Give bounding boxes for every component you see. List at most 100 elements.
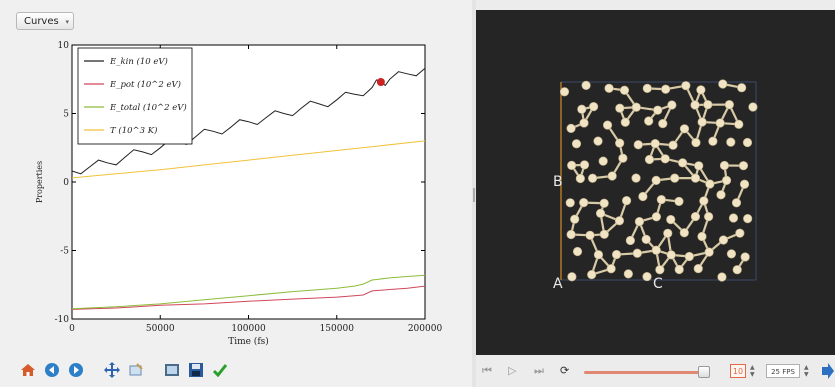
- atom: [631, 173, 641, 183]
- atom: [666, 250, 676, 260]
- atomic-structure-3d-view[interactable]: A B C: [476, 10, 835, 355]
- plot-toolbar: [18, 358, 230, 382]
- atom: [589, 102, 599, 112]
- atom: [614, 216, 625, 226]
- atom: [579, 160, 590, 170]
- atom: [690, 211, 701, 222]
- atom: [631, 102, 641, 112]
- curves-dropdown-label: Curves: [24, 16, 59, 27]
- atom: [602, 120, 613, 130]
- atom: [717, 272, 727, 282]
- frame-slider-thumb[interactable]: [698, 366, 710, 378]
- atom: [567, 160, 577, 170]
- atom: [716, 190, 726, 200]
- atom: [632, 248, 642, 258]
- atom: [734, 119, 744, 129]
- atom: [651, 212, 661, 222]
- atom: [593, 250, 604, 260]
- atom: [670, 173, 680, 183]
- go-arrow-icon[interactable]: [821, 362, 835, 380]
- y-tick-label: -5: [60, 247, 69, 257]
- skip-to-start-icon[interactable]: ⏮: [482, 364, 492, 377]
- play-icon[interactable]: ▷: [508, 364, 517, 377]
- pan-icon[interactable]: [102, 360, 122, 380]
- atom: [615, 138, 625, 148]
- legend-label-1: E_pot (10^2 eV): [109, 79, 181, 90]
- series-line-3: [71, 140, 426, 179]
- atom: [715, 118, 725, 128]
- atom: [604, 83, 614, 93]
- x-tick-label: 200000: [408, 324, 443, 334]
- y-tick-label: -10: [55, 315, 70, 325]
- atom: [623, 269, 633, 279]
- atom: [565, 198, 575, 208]
- atom: [696, 85, 706, 95]
- atom: [708, 136, 718, 146]
- atom: [661, 84, 671, 94]
- properties-chart[interactable]: 0 50000 100000 150000 200000 -10 -5 0 5 10 Time (f…: [0, 36, 472, 358]
- series-line-2: [71, 274, 426, 310]
- structure-viewer[interactable]: A B C: [476, 10, 835, 355]
- atom: [684, 251, 694, 262]
- atom: [697, 117, 707, 127]
- forward-icon[interactable]: [66, 360, 86, 380]
- legend-label-2: E_total (10^2 eV): [109, 102, 187, 113]
- atom: [726, 249, 737, 259]
- apply-icon[interactable]: [210, 360, 230, 380]
- cell-axis-label-b: B: [553, 174, 563, 190]
- curves-dropdown[interactable]: Curves ▾: [16, 12, 74, 30]
- save-icon[interactable]: [186, 360, 206, 380]
- atom: [704, 212, 714, 222]
- atom: [559, 87, 570, 97]
- atom: [620, 117, 630, 127]
- series-line-0: [71, 67, 426, 175]
- atom: [693, 263, 703, 274]
- frame-spin-arrows-icon[interactable]: ▲ ▼: [750, 364, 755, 378]
- configure-icon[interactable]: [162, 360, 182, 380]
- atom: [611, 249, 622, 260]
- atom: [581, 80, 591, 90]
- atom: [575, 173, 585, 184]
- home-icon[interactable]: [18, 360, 38, 380]
- skip-to-end-icon[interactable]: ⏭: [534, 364, 544, 377]
- x-tick-label: 50000: [146, 324, 175, 334]
- panel-splitter[interactable]: [472, 0, 476, 387]
- fps-spin-arrows-icon[interactable]: ▲ ▼: [804, 364, 809, 378]
- x-tick-label: 150000: [320, 324, 355, 334]
- atom: [737, 83, 747, 93]
- atom: [694, 161, 704, 171]
- atom: [587, 270, 597, 280]
- zoom-icon[interactable]: [126, 360, 146, 380]
- atom: [726, 137, 736, 147]
- atom: [638, 191, 648, 202]
- atom: [666, 214, 676, 225]
- atom: [618, 153, 628, 163]
- atom: [721, 175, 732, 186]
- atom: [739, 179, 750, 189]
- atom: [607, 171, 617, 181]
- atom: [567, 272, 577, 282]
- loop-icon[interactable]: ⟳: [560, 364, 570, 377]
- playback-controls: ⏮ ▷ ⏭ ⟳ 10 ▲ ▼ 25 FPS ▲ ▼: [476, 358, 835, 387]
- fps-field[interactable]: 25 FPS: [766, 364, 800, 378]
- atom: [642, 271, 652, 282]
- atom: [644, 154, 655, 165]
- frame-number-field[interactable]: 10: [730, 364, 746, 378]
- atom: [621, 196, 632, 206]
- back-icon[interactable]: [42, 360, 62, 380]
- atom: [704, 247, 714, 257]
- atom: [660, 154, 670, 164]
- atom: [655, 265, 665, 275]
- y-tick-label: 10: [58, 41, 70, 51]
- atom: [571, 139, 582, 149]
- atom: [728, 213, 739, 223]
- atom: [697, 231, 707, 242]
- atom: [615, 103, 625, 113]
- atom: [731, 198, 742, 208]
- atom: [599, 229, 609, 239]
- atom: [598, 156, 608, 166]
- atom: [653, 105, 663, 115]
- atom: [724, 100, 734, 110]
- atom: [619, 85, 630, 95]
- frame-slider-track[interactable]: [584, 371, 704, 374]
